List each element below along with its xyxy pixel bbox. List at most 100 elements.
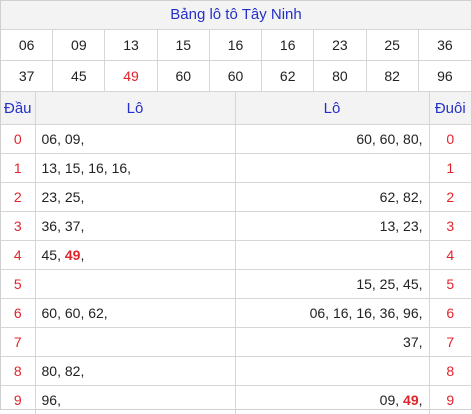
table-title: Bảng lô tô Tây Ninh xyxy=(1,1,471,30)
loto-number: 37 xyxy=(403,334,419,350)
loto-number: 23 xyxy=(42,189,58,205)
loto-number: 49 xyxy=(65,247,81,263)
dau-cell: 4 xyxy=(1,241,35,270)
loto-number: 16 xyxy=(356,305,372,321)
lo-right-cell: 37, xyxy=(235,328,429,357)
dau-cell: 2 xyxy=(1,183,35,212)
lo-right-cell xyxy=(235,154,429,183)
lo-right-cell xyxy=(235,241,429,270)
lo-left-cell: 13, 15, 16, 16, xyxy=(35,154,235,183)
duoi-cell: 2 xyxy=(429,183,471,212)
loto-number: 13 xyxy=(42,160,58,176)
loto-number: 36 xyxy=(380,305,396,321)
loto-number: 60 xyxy=(380,131,396,147)
loto-number: 80 xyxy=(403,131,419,147)
header-dau: Đầu xyxy=(1,92,35,125)
loto-number: 37 xyxy=(65,218,81,234)
loto-header-row: Đầu Lô Lô Đuôi xyxy=(1,92,471,125)
loto-number: 49 xyxy=(403,392,419,408)
result-number: 60 xyxy=(158,61,210,92)
lo-left-cell xyxy=(35,328,235,357)
dau-cell: 3 xyxy=(1,212,35,241)
header-lo-right: Lô xyxy=(235,92,429,125)
result-number: 06 xyxy=(1,30,53,61)
duoi-cell: 3 xyxy=(429,212,471,241)
lo-right-cell: 15, 25, 45, xyxy=(235,270,429,299)
result-number: 45 xyxy=(53,61,105,92)
result-number: 60 xyxy=(210,61,262,92)
lo-left-cell: 36, 37, xyxy=(35,212,235,241)
duoi-cell: 7 xyxy=(429,328,471,357)
loto-number: 96 xyxy=(403,305,419,321)
loto-number: 25 xyxy=(65,189,81,205)
loto-number: 82 xyxy=(403,189,419,205)
lo-left-cell: 23, 25, xyxy=(35,183,235,212)
loto-number: 60 xyxy=(356,131,372,147)
lo-left-cell: 45, 49, xyxy=(35,241,235,270)
result-number: 96 xyxy=(419,61,471,92)
loto-number: 23 xyxy=(403,218,419,234)
result-number: 36 xyxy=(419,30,471,61)
duoi-cell: 1 xyxy=(429,154,471,183)
dau-cell: 8 xyxy=(1,357,35,386)
loto-number: 45 xyxy=(403,276,419,292)
result-number: 23 xyxy=(314,30,366,61)
dau-cell: 7 xyxy=(1,328,35,357)
result-number: 16 xyxy=(210,30,262,61)
loto-number: 80 xyxy=(42,363,58,379)
result-number: 62 xyxy=(262,61,314,92)
result-number: 15 xyxy=(158,30,210,61)
result-number: 13 xyxy=(105,30,157,61)
loto-number: 96 xyxy=(42,392,58,408)
loto-number: 15 xyxy=(65,160,81,176)
result-number: 16 xyxy=(262,30,314,61)
loto-number: 16 xyxy=(112,160,128,176)
loto-number: 25 xyxy=(380,276,396,292)
dau-cell: 6 xyxy=(1,299,35,328)
loto-number: 09 xyxy=(65,131,81,147)
lo-left-cell: 06, 09, xyxy=(35,125,235,154)
loto-number: 13 xyxy=(380,218,396,234)
loto-number: 82 xyxy=(65,363,81,379)
loto-number: 06 xyxy=(310,305,326,321)
result-number: 09 xyxy=(53,30,105,61)
duoi-cell: 6 xyxy=(429,299,471,328)
loto-number: 06 xyxy=(42,131,58,147)
loto-number: 60 xyxy=(42,305,58,321)
lo-right-cell: 13, 23, xyxy=(235,212,429,241)
result-number: 82 xyxy=(367,61,419,92)
lo-right-cell: 06, 16, 16, 36, 96, xyxy=(235,299,429,328)
dau-cell: 5 xyxy=(1,270,35,299)
loto-number: 16 xyxy=(88,160,104,176)
lo-right-cell: 60, 60, 80, xyxy=(235,125,429,154)
loto-number: 16 xyxy=(333,305,349,321)
loto-number: 15 xyxy=(356,276,372,292)
duoi-cell: 8 xyxy=(429,357,471,386)
lo-left-cell: 80, 82, xyxy=(35,357,235,386)
lo-right-cell xyxy=(235,357,429,386)
header-lo-left: Lô xyxy=(35,92,235,125)
duoi-cell: 0 xyxy=(429,125,471,154)
dau-cell: 1 xyxy=(1,154,35,183)
dau-cell: 0 xyxy=(1,125,35,154)
duoi-cell: 4 xyxy=(429,241,471,270)
duoi-cell: 5 xyxy=(429,270,471,299)
loto-number: 62 xyxy=(380,189,396,205)
result-number: 80 xyxy=(314,61,366,92)
loto-number: 62 xyxy=(88,305,104,321)
result-number: 49 xyxy=(105,61,157,92)
loto-number: 60 xyxy=(65,305,81,321)
loto-number: 45 xyxy=(42,247,58,263)
lo-right-cell: 62, 82, xyxy=(235,183,429,212)
